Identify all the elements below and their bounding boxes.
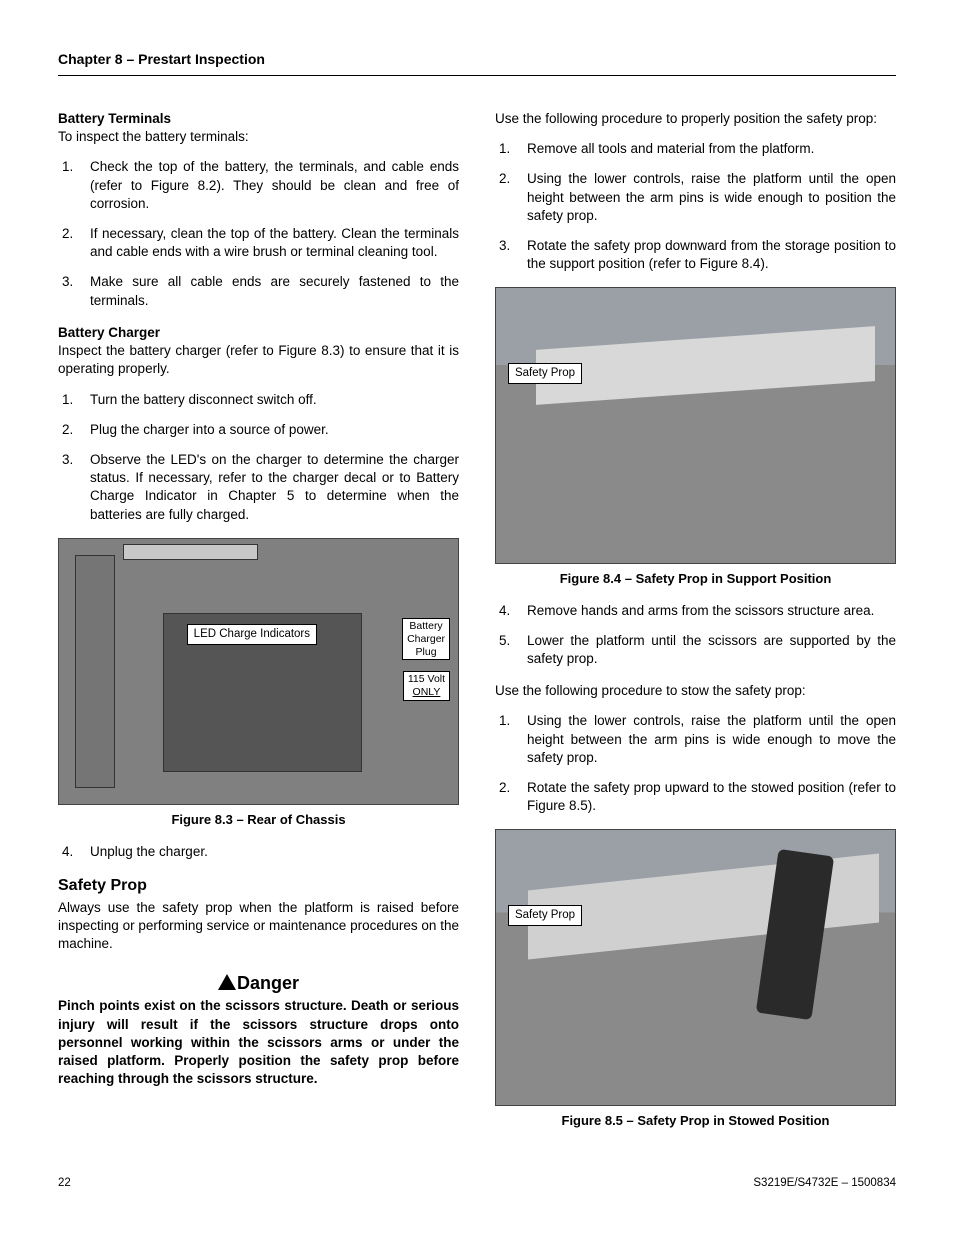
danger-heading: Danger bbox=[58, 971, 459, 995]
battery-terminals-intro: To inspect the battery terminals: bbox=[58, 128, 459, 146]
callout-safety-prop: Safety Prop bbox=[508, 905, 582, 927]
stow-intro: Use the following procedure to stow the … bbox=[495, 682, 896, 700]
list-item: 1.Using the lower controls, raise the pl… bbox=[513, 712, 896, 767]
document-id: S3219E/S4732E – 1500834 bbox=[753, 1176, 896, 1192]
battery-charger-intro: Inspect the battery charger (refer to Fi… bbox=[58, 342, 459, 378]
list-item: 5.Lower the platform until the scissors … bbox=[513, 632, 896, 668]
warning-triangle-icon bbox=[218, 974, 236, 990]
content-columns: Battery Terminals To inspect the battery… bbox=[58, 110, 896, 1144]
figure-8-5: Safety Prop bbox=[495, 829, 896, 1106]
battery-terminals-steps: 1.Check the top of the battery, the term… bbox=[58, 158, 459, 310]
callout-charger-plug: Battery Charger Plug bbox=[402, 618, 450, 660]
chapter-header: Chapter 8 – Prestart Inspection bbox=[58, 50, 896, 76]
list-item: 4.Remove hands and arms from the scissor… bbox=[513, 602, 896, 620]
callout-safety-prop: Safety Prop bbox=[508, 363, 582, 385]
page-number: 22 bbox=[58, 1176, 71, 1192]
battery-terminals-heading: Battery Terminals bbox=[58, 110, 459, 128]
list-item: 3.Observe the LED's on the charger to de… bbox=[76, 451, 459, 524]
figure-8-4: Safety Prop bbox=[495, 287, 896, 564]
battery-charger-step4: 4.Unplug the charger. bbox=[58, 843, 459, 861]
list-item: 2.Rotate the safety prop upward to the s… bbox=[513, 779, 896, 815]
list-item: 1.Turn the battery disconnect switch off… bbox=[76, 391, 459, 409]
list-item: 2.Plug the charger into a source of powe… bbox=[76, 421, 459, 439]
battery-charger-steps: 1.Turn the battery disconnect switch off… bbox=[58, 391, 459, 524]
list-item: 3.Make sure all cable ends are securely … bbox=[76, 273, 459, 309]
list-item: 2.If necessary, clean the top of the bat… bbox=[76, 225, 459, 261]
danger-text: Pinch points exist on the scissors struc… bbox=[58, 997, 459, 1088]
list-item: 4.Unplug the charger. bbox=[76, 843, 459, 861]
position-steps-2: 4.Remove hands and arms from the scissor… bbox=[495, 602, 896, 669]
page-footer: 22 S3219E/S4732E – 1500834 bbox=[58, 1176, 896, 1192]
figure-8-4-caption: Figure 8.4 – Safety Prop in Support Posi… bbox=[495, 570, 896, 588]
right-column: Use the following procedure to properly … bbox=[495, 110, 896, 1144]
figure-8-5-caption: Figure 8.5 – Safety Prop in Stowed Posit… bbox=[495, 1112, 896, 1130]
position-intro: Use the following procedure to properly … bbox=[495, 110, 896, 128]
callout-volt: 115 Volt ONLY bbox=[403, 671, 450, 700]
figure-8-3-caption: Figure 8.3 – Rear of Chassis bbox=[58, 811, 459, 829]
stow-steps: 1.Using the lower controls, raise the pl… bbox=[495, 712, 896, 815]
battery-charger-heading: Battery Charger bbox=[58, 324, 459, 342]
list-item: 1.Remove all tools and material from the… bbox=[513, 140, 896, 158]
position-steps: 1.Remove all tools and material from the… bbox=[495, 140, 896, 273]
safety-prop-heading: Safety Prop bbox=[58, 875, 459, 897]
callout-led-indicators: LED Charge Indicators bbox=[187, 624, 317, 646]
list-item: 3.Rotate the safety prop downward from t… bbox=[513, 237, 896, 273]
list-item: 2.Using the lower controls, raise the pl… bbox=[513, 170, 896, 225]
figure-8-3: LED Charge Indicators Battery Charger Pl… bbox=[58, 538, 459, 805]
left-column: Battery Terminals To inspect the battery… bbox=[58, 110, 459, 1144]
safety-prop-intro: Always use the safety prop when the plat… bbox=[58, 899, 459, 954]
list-item: 1.Check the top of the battery, the term… bbox=[76, 158, 459, 213]
